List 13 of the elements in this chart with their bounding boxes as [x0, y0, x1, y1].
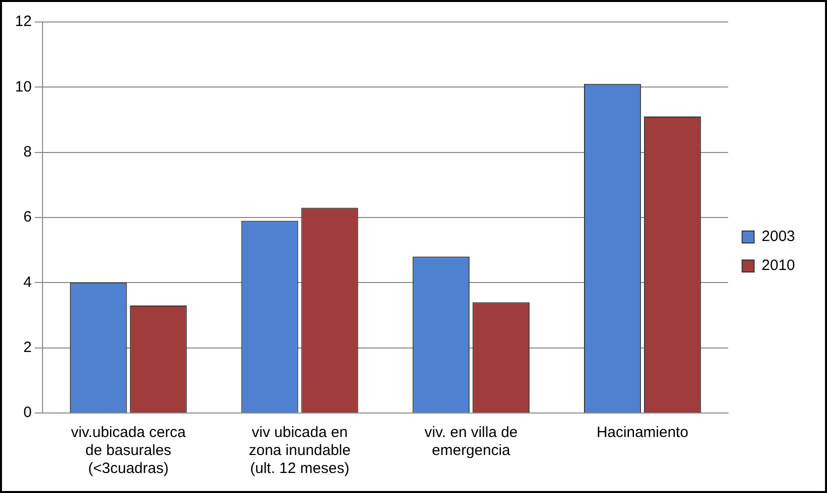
y-tick-label: 8 — [23, 143, 32, 160]
legend-label: 2010 — [762, 257, 796, 274]
y-tick-label: 0 — [23, 404, 32, 422]
x-tick-label: viv.ubicada cerca de basurales (<3cuadras) — [70, 424, 186, 478]
y-tick-label: 10 — [14, 78, 32, 96]
y-tick-label: 4 — [23, 274, 32, 291]
x-tick-label: Hacinamiento — [596, 424, 688, 442]
y-tick-label: 12 — [14, 13, 32, 30]
x-tick-label: viv. en villa de emergencia — [424, 424, 518, 460]
y-tick-label: 2 — [23, 338, 32, 356]
y-tick-label: 6 — [23, 208, 32, 226]
legend-label: 2003 — [762, 228, 796, 246]
x-tick-label: viv ubicada en zona inundable (ult. 12 meses) — [248, 424, 351, 478]
